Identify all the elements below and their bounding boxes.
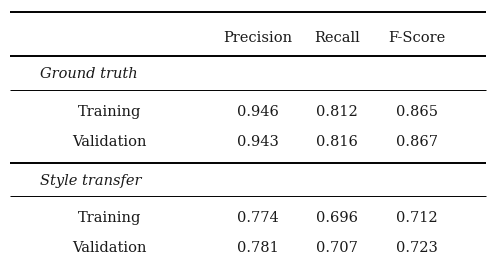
Text: 0.712: 0.712 [396, 211, 437, 225]
Text: Validation: Validation [72, 240, 146, 255]
Text: 0.707: 0.707 [316, 240, 358, 255]
Text: 0.867: 0.867 [396, 135, 437, 149]
Text: Training: Training [77, 105, 141, 119]
Text: Recall: Recall [314, 31, 360, 45]
Text: 0.696: 0.696 [316, 211, 358, 225]
Text: 0.723: 0.723 [396, 240, 437, 255]
Text: Precision: Precision [223, 31, 293, 45]
Text: 0.812: 0.812 [316, 105, 358, 119]
Text: 0.816: 0.816 [316, 135, 358, 149]
Text: 0.865: 0.865 [396, 105, 437, 119]
Text: Ground truth: Ground truth [40, 67, 137, 81]
Text: Style transfer: Style transfer [40, 174, 141, 188]
Text: 0.774: 0.774 [237, 211, 279, 225]
Text: Validation: Validation [72, 135, 146, 149]
Text: Training: Training [77, 211, 141, 225]
Text: 0.781: 0.781 [237, 240, 279, 255]
Text: 0.943: 0.943 [237, 135, 279, 149]
Text: F-Score: F-Score [388, 31, 445, 45]
Text: 0.946: 0.946 [237, 105, 279, 119]
